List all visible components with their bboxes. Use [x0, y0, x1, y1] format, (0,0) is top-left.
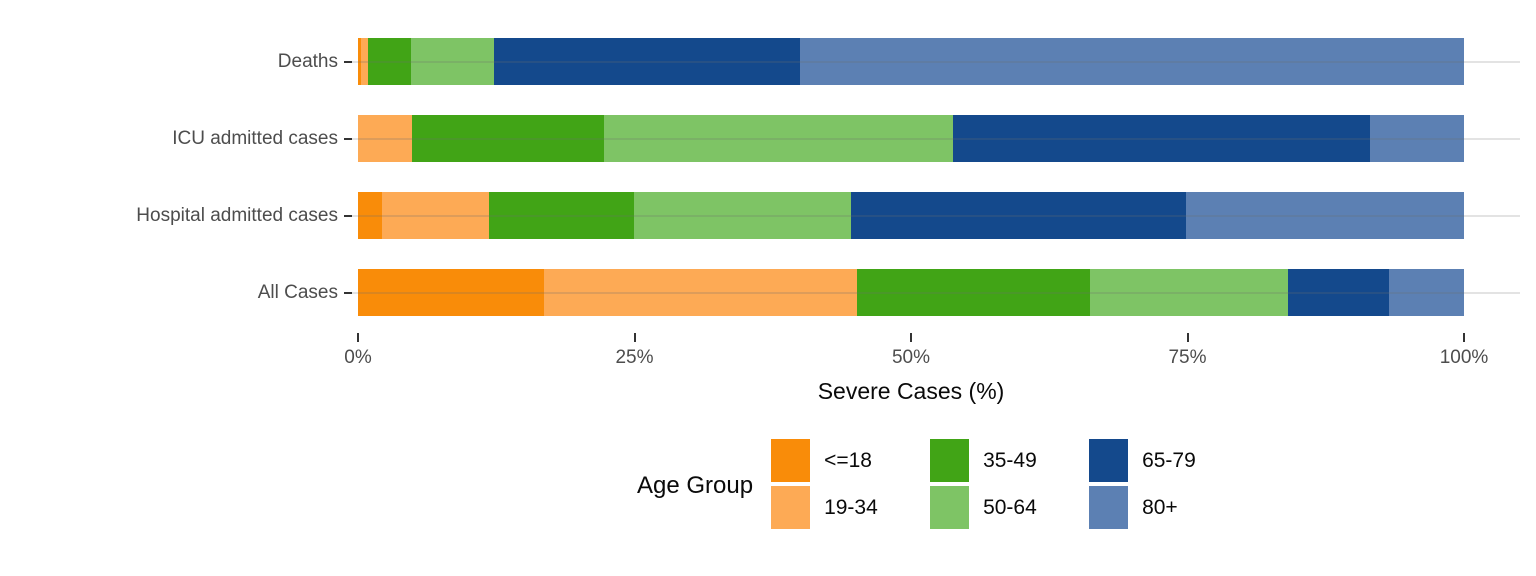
y-axis-tick	[344, 137, 352, 140]
bar-segment-80+	[1186, 192, 1464, 239]
bar-segment-80+	[1388, 269, 1464, 316]
bar-segment-19-34	[543, 269, 857, 316]
legend-item: 35-49	[930, 439, 1061, 482]
x-tick-label: 25%	[615, 347, 654, 368]
legend-item-label: 80+	[1142, 495, 1178, 519]
x-tick-label: 50%	[891, 347, 931, 368]
bar-segment-<=18	[358, 38, 362, 85]
bar-segment-35-49	[488, 192, 635, 239]
legend-item-label: 35-49	[983, 448, 1037, 472]
bar-segment-80+	[1369, 115, 1464, 162]
bar-segment-50-64	[603, 115, 953, 162]
bar-segment-19-34	[382, 192, 489, 239]
legend-column: <=18 19-34	[771, 439, 902, 533]
bar-segment-65-79	[1288, 269, 1389, 316]
bar-row	[358, 269, 1464, 316]
y-axis-tick	[344, 214, 352, 217]
bar-segment-50-64	[1090, 269, 1289, 316]
bar-segment-50-64	[634, 192, 852, 239]
legend-key	[1089, 439, 1129, 482]
y-axis-label: ICU admitted cases	[172, 127, 338, 149]
bar-segment-<=18	[358, 192, 383, 239]
bar-segment-35-49	[856, 269, 1091, 316]
x-axis-tick	[1463, 333, 1465, 342]
y-axis-tick	[344, 60, 352, 63]
x-tick-label: 75%	[1168, 347, 1207, 368]
x-axis-tick	[633, 333, 636, 342]
bar-gridline-overlay	[358, 214, 1464, 217]
bar-gridline-overlay	[358, 60, 1464, 63]
bar-segment-<=18	[358, 269, 544, 316]
y-axis-tick	[344, 291, 352, 294]
legend: Age Group <=18 19-34 35-49 50-64 65-79 80+	[637, 439, 1248, 533]
bar-segment-80+	[800, 38, 1464, 85]
bar-segment-19-34	[361, 38, 368, 85]
legend-column: 35-49 50-64	[930, 439, 1061, 533]
legend-key	[930, 486, 970, 529]
bar-segment-35-49	[367, 38, 412, 85]
bar-segment-65-79	[953, 115, 1370, 162]
bar-gridline-overlay	[358, 291, 1464, 294]
legend-item-label: 65-79	[1142, 448, 1196, 472]
x-axis-tick	[910, 333, 912, 342]
legend-key	[930, 439, 970, 482]
legend-item: 50-64	[930, 486, 1061, 529]
bar-segment-35-49	[412, 115, 604, 162]
x-axis-tick	[357, 333, 359, 342]
legend-key	[1089, 486, 1129, 529]
y-axis-label: Deaths	[277, 50, 338, 72]
legend-title: Age Group	[637, 472, 754, 499]
legend-column: 65-79 80+	[1089, 439, 1220, 533]
y-axis-label: Hospital admitted cases	[136, 204, 338, 226]
legend-items: <=18 19-34 35-49 50-64 65-79 80+	[771, 439, 1248, 533]
x-tick-label: 100%	[1439, 347, 1489, 368]
bar-segment-65-79	[851, 192, 1187, 239]
x-axis-title: Severe Cases (%)	[817, 378, 1005, 404]
y-axis-label: All Cases	[257, 281, 338, 303]
legend-item-label: 19-34	[824, 495, 878, 519]
x-tick-label: 0%	[344, 347, 372, 368]
bar-gridline-overlay	[358, 137, 1464, 140]
bar-row	[358, 192, 1464, 239]
legend-item: 65-79	[1089, 439, 1220, 482]
legend-item-label: 50-64	[983, 495, 1037, 519]
bar-row	[358, 38, 1464, 85]
legend-item: 80+	[1089, 486, 1220, 529]
bar-segment-19-34	[358, 115, 413, 162]
legend-key	[771, 486, 811, 529]
legend-item-label: <=18	[824, 448, 872, 472]
bar-segment-65-79	[494, 38, 801, 85]
bar-segment-50-64	[411, 38, 494, 85]
legend-item: <=18	[771, 439, 902, 482]
legend-item: 19-34	[771, 486, 902, 529]
bar-row	[358, 115, 1464, 162]
x-axis-tick	[1186, 333, 1189, 342]
legend-key	[771, 439, 811, 482]
